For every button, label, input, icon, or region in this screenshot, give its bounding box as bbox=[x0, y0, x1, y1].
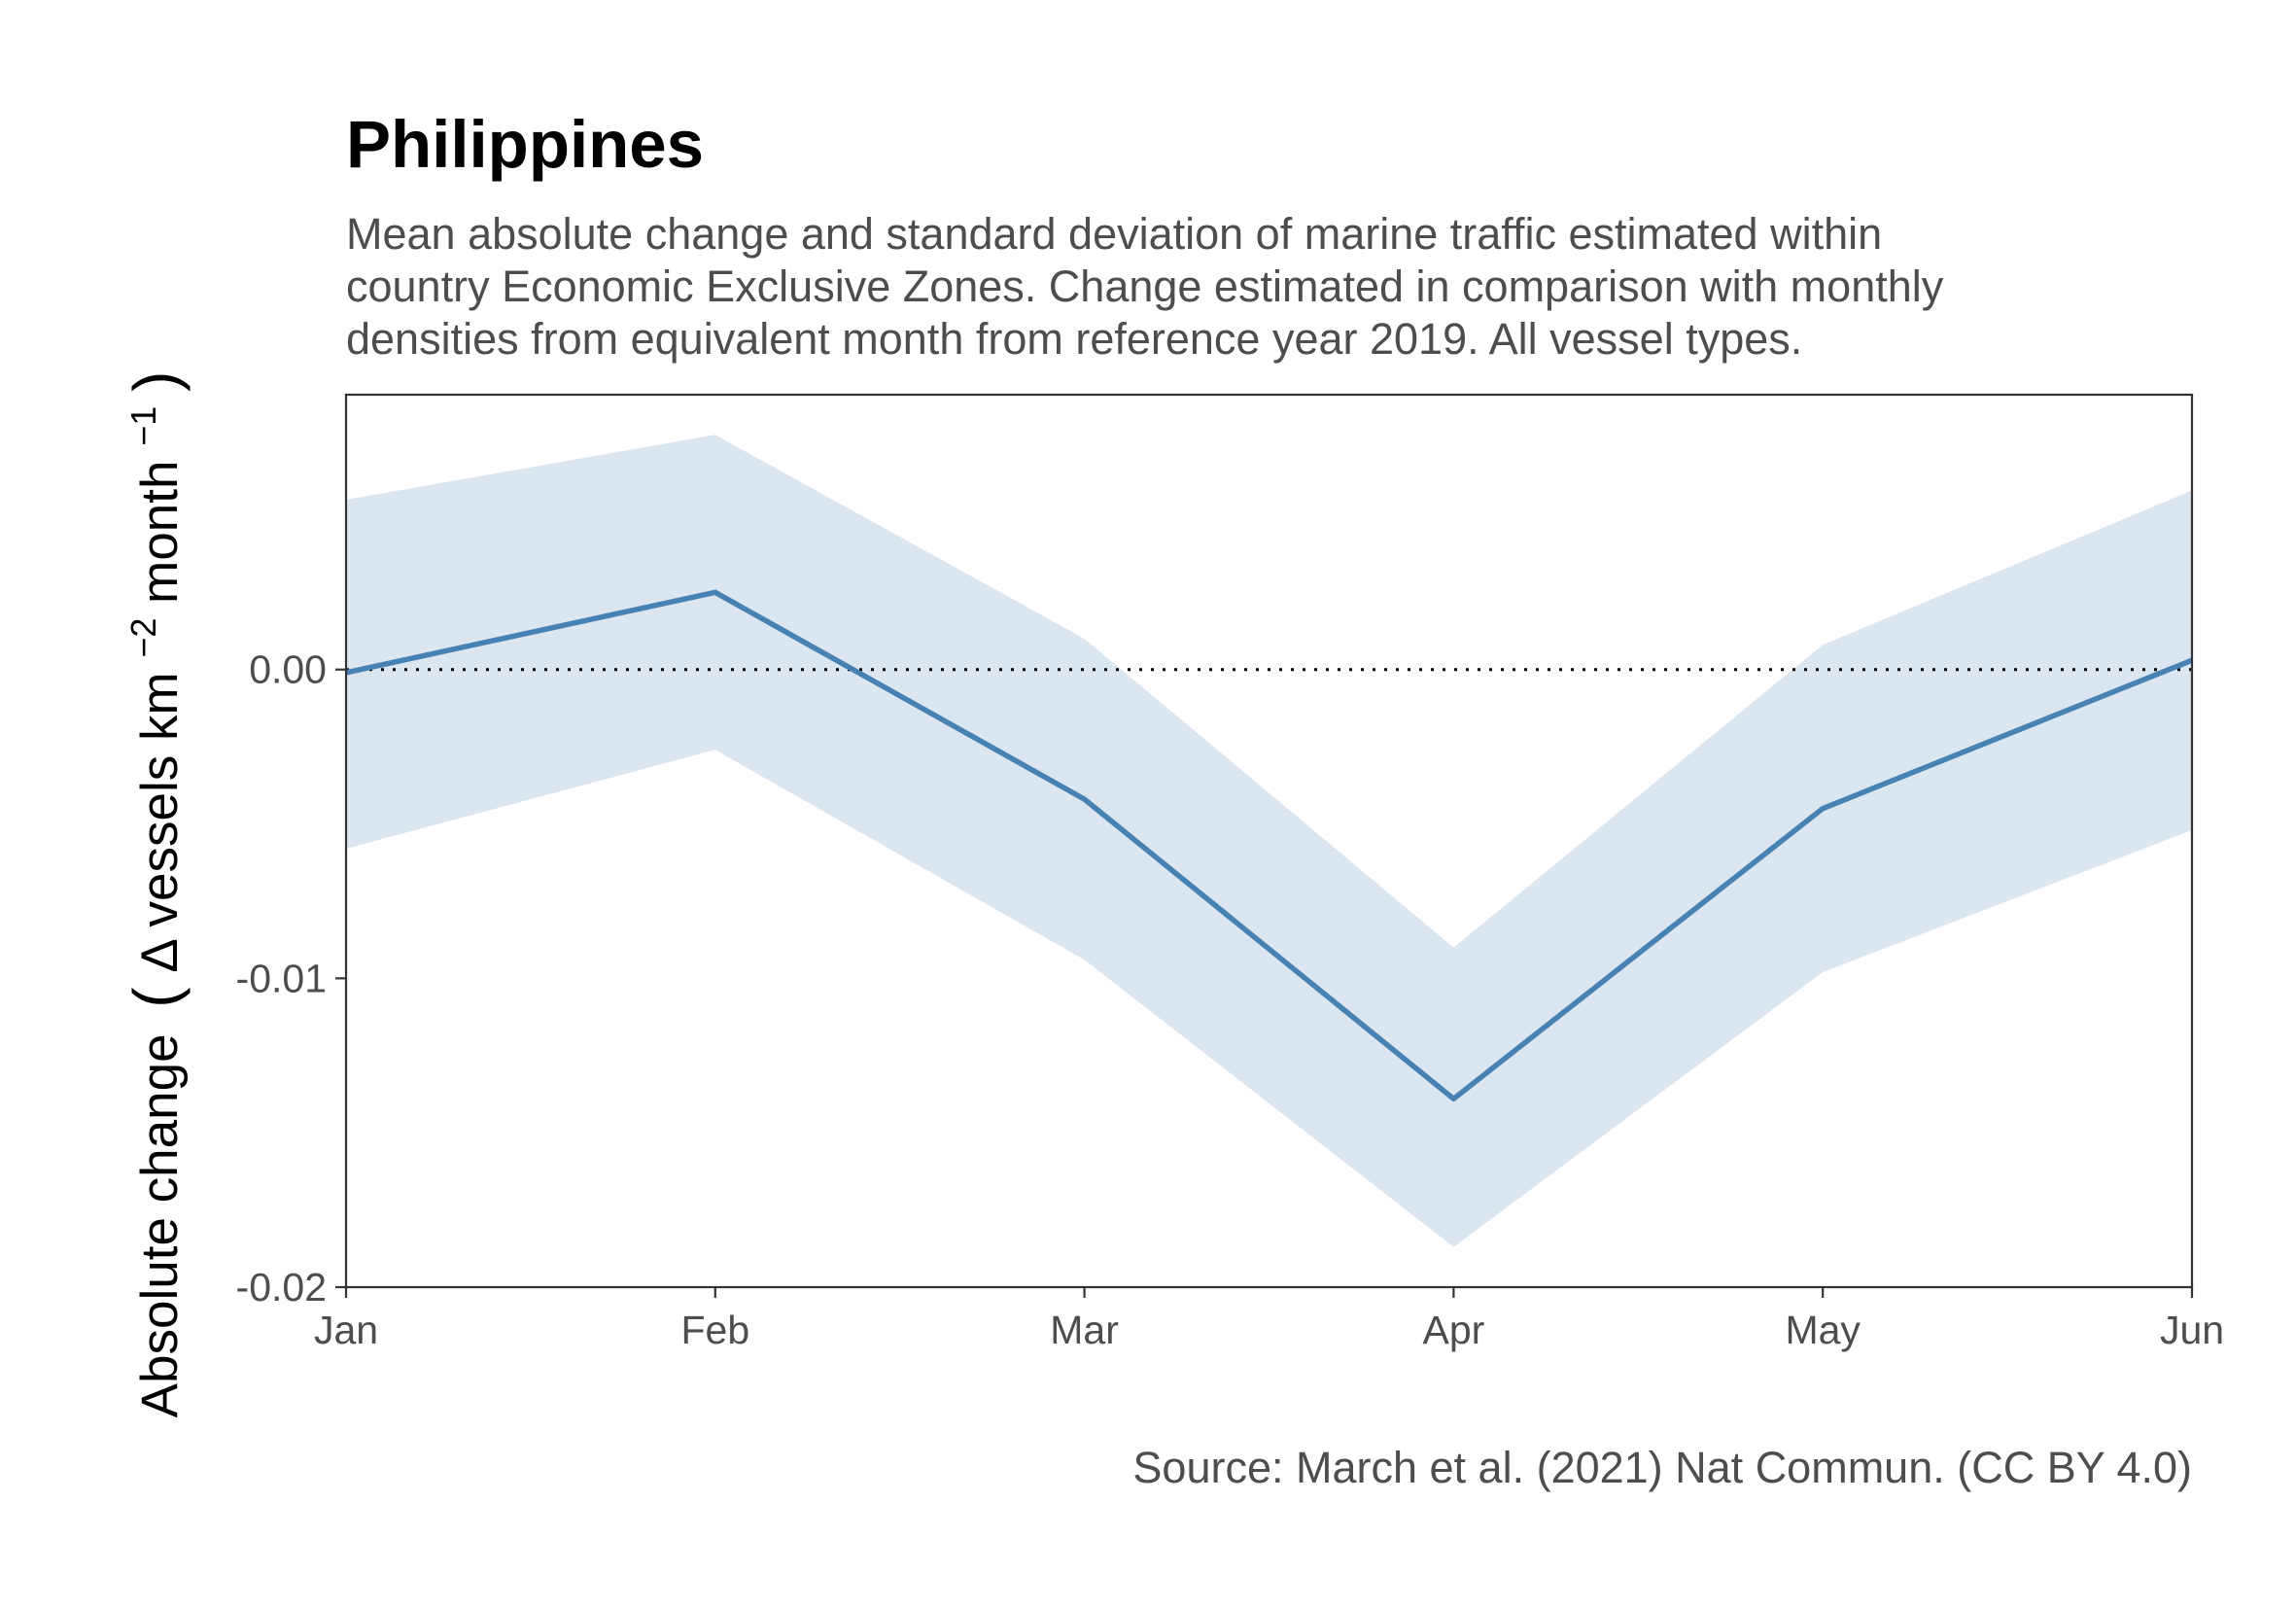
x-tick-label: Mar bbox=[1050, 1308, 1119, 1352]
y-tick-label: -0.01 bbox=[236, 956, 327, 1000]
std-dev-ribbon bbox=[346, 435, 2192, 1247]
chart-subtitle-line-3: densities from equivalent month from ref… bbox=[346, 314, 1802, 364]
x-tick-label: Apr bbox=[1422, 1308, 1484, 1352]
y-axis-title-exponent-month: −1 bbox=[123, 406, 163, 446]
y-tick-label: 0.00 bbox=[249, 647, 327, 692]
svg-text:Absolute change (: Absolute change ( Δ vessels km −2 month … bbox=[110, 371, 191, 1418]
mean-line-layer bbox=[345, 589, 2194, 1101]
x-tick-label: Jun bbox=[2160, 1308, 2224, 1352]
y-tick-label: -0.02 bbox=[236, 1265, 327, 1310]
x-tick-label: Feb bbox=[680, 1308, 749, 1352]
chart-title: Philippines bbox=[346, 107, 704, 182]
std-dev-ribbon-layer bbox=[346, 435, 2192, 1247]
x-tick-label: Jan bbox=[314, 1308, 378, 1352]
y-axis-title-month: month bbox=[131, 461, 189, 604]
chart-caption: Source: March et al. (2021) Nat Commun. … bbox=[1132, 1443, 2192, 1492]
x-tick-label: May bbox=[1785, 1308, 1861, 1352]
chart-subtitle-line-1: Mean absolute change and standard deviat… bbox=[346, 209, 1882, 259]
y-axis: 0.00 -0.01 -0.02 bbox=[236, 647, 346, 1310]
y-axis-title-prefix: Absolute change bbox=[131, 1033, 189, 1417]
y-axis-title-delta: Δ bbox=[131, 940, 189, 973]
y-axis-title: Absolute change ( Δ vessels km −2 month … bbox=[110, 371, 191, 1418]
y-axis-title-units: vessels km bbox=[131, 672, 189, 926]
x-axis: Jan Feb Mar Apr May Jun bbox=[314, 1287, 2224, 1352]
y-axis-title-close-paren: ) bbox=[121, 371, 191, 392]
mean-line bbox=[345, 589, 2194, 1101]
y-axis-title-open-paren: ( bbox=[121, 987, 191, 1007]
y-axis-title-exponent-km: −2 bbox=[123, 618, 163, 658]
chart-subtitle-line-2: country Economic Exclusive Zones. Change… bbox=[346, 262, 1944, 311]
plot-panel-border bbox=[344, 393, 2194, 1289]
